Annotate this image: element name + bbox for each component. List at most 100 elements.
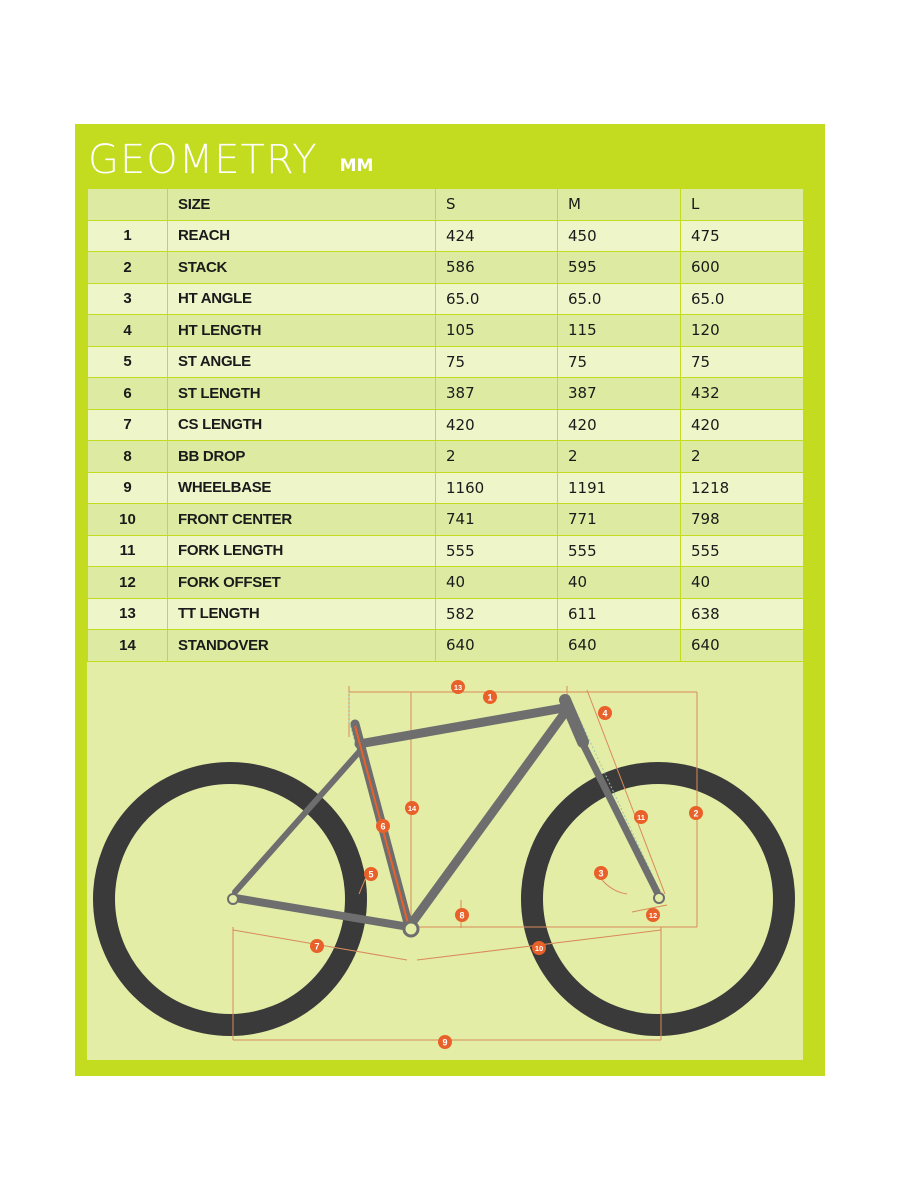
value-s: 40 — [435, 566, 558, 599]
row-label: CS LENGTH — [167, 408, 436, 441]
row-number: 10 — [87, 503, 168, 536]
table-header-row: SIZE S M L — [87, 188, 804, 221]
marker-5: 5 — [364, 867, 378, 881]
value-m: 40 — [557, 566, 681, 599]
svg-text:13: 13 — [454, 683, 462, 692]
value-m: 450 — [557, 219, 681, 252]
value-s: 2 — [435, 440, 558, 473]
marker-8: 8 — [455, 908, 469, 922]
geometry-table: SIZE S M L 1 REACH 424 450 475 2 STACK 586 595 60… — [87, 188, 804, 662]
front-dropout — [653, 892, 665, 904]
unit-label: MM — [339, 156, 374, 176]
svg-text:2: 2 — [693, 809, 698, 819]
value-m: 75 — [557, 345, 681, 378]
rear-dropout — [227, 893, 239, 905]
value-m: 2 — [557, 440, 681, 473]
svg-text:6: 6 — [380, 822, 385, 832]
value-s: 586 — [435, 251, 558, 284]
svg-text:9: 9 — [442, 1038, 447, 1048]
table-row: 10 FRONT CENTER 741 771 798 — [87, 503, 804, 536]
value-l: 432 — [680, 377, 804, 410]
value-s: 65.0 — [435, 282, 558, 315]
chain-stay — [231, 894, 413, 931]
value-l: 555 — [680, 534, 804, 567]
marker-11: 11 — [634, 810, 648, 824]
value-l: 2 — [680, 440, 804, 473]
header-m-cell: M — [557, 188, 681, 221]
row-number: 7 — [87, 408, 168, 441]
top-tube — [354, 702, 574, 749]
row-label: ST LENGTH — [167, 377, 436, 410]
value-m: 771 — [557, 503, 681, 536]
marker-6: 6 — [376, 819, 390, 833]
row-number: 2 — [87, 251, 168, 284]
row-number: 12 — [87, 566, 168, 599]
table-row: 4 HT LENGTH 105 115 120 — [87, 314, 804, 347]
value-m: 640 — [557, 629, 681, 662]
row-label: STACK — [167, 251, 436, 284]
row-label: FORK LENGTH — [167, 534, 436, 567]
value-s: 640 — [435, 629, 558, 662]
table-row: 3 HT ANGLE 65.0 65.0 65.0 — [87, 282, 804, 315]
header-num-cell — [87, 188, 168, 221]
title-text: GEOMETRY — [88, 137, 318, 183]
value-l: 1218 — [680, 471, 804, 504]
value-l: 798 — [680, 503, 804, 536]
header-s-cell: S — [435, 188, 558, 221]
marker-9: 9 — [438, 1035, 452, 1049]
marker-14: 14 — [405, 801, 419, 815]
value-l: 640 — [680, 629, 804, 662]
row-label: HT ANGLE — [167, 282, 436, 315]
row-label: WHEELBASE — [167, 471, 436, 504]
value-m: 595 — [557, 251, 681, 284]
seat-stay — [232, 749, 362, 895]
table-row: 9 WHEELBASE 1160 1191 1218 — [87, 471, 804, 504]
value-l: 638 — [680, 597, 804, 630]
value-l: 120 — [680, 314, 804, 347]
value-s: 582 — [435, 597, 558, 630]
table-row: 6 ST LENGTH 387 387 432 — [87, 377, 804, 410]
row-number: 3 — [87, 282, 168, 315]
row-label: REACH — [167, 219, 436, 252]
value-l: 420 — [680, 408, 804, 441]
rear-wheel — [93, 762, 367, 1036]
row-number: 6 — [87, 377, 168, 410]
bike-frame — [231, 694, 661, 932]
row-label: HT LENGTH — [167, 314, 436, 347]
row-label: TT LENGTH — [167, 597, 436, 630]
marker-2: 2 — [689, 806, 703, 820]
header-size-cell: SIZE — [167, 188, 436, 221]
row-number: 8 — [87, 440, 168, 473]
value-s: 105 — [435, 314, 558, 347]
value-l: 75 — [680, 345, 804, 378]
bottom-bracket — [402, 920, 420, 938]
value-s: 424 — [435, 219, 558, 252]
table-row: 11 FORK LENGTH 555 555 555 — [87, 534, 804, 567]
marker-7: 7 — [310, 939, 324, 953]
row-number: 14 — [87, 629, 168, 662]
row-label: BB DROP — [167, 440, 436, 473]
row-number: 5 — [87, 345, 168, 378]
svg-text:10: 10 — [535, 944, 543, 953]
row-number: 13 — [87, 597, 168, 630]
marker-1: 1 — [483, 690, 497, 704]
value-s: 387 — [435, 377, 558, 410]
svg-text:14: 14 — [408, 804, 417, 813]
bike-diagram-svg: 1 2 3 4 5 6 7 8 9 10 11 12 13 14 — [93, 680, 795, 1049]
svg-text:3: 3 — [598, 869, 603, 879]
value-m: 387 — [557, 377, 681, 410]
row-number: 4 — [87, 314, 168, 347]
value-l: 475 — [680, 219, 804, 252]
value-s: 420 — [435, 408, 558, 441]
value-m: 1191 — [557, 471, 681, 504]
value-m: 611 — [557, 597, 681, 630]
value-m: 420 — [557, 408, 681, 441]
down-tube — [404, 702, 574, 932]
table-row: 13 TT LENGTH 582 611 638 — [87, 597, 804, 630]
value-m: 65.0 — [557, 282, 681, 315]
value-l: 600 — [680, 251, 804, 284]
marker-12: 12 — [646, 908, 660, 922]
row-number: 11 — [87, 534, 168, 567]
value-m: 555 — [557, 534, 681, 567]
value-s: 1160 — [435, 471, 558, 504]
